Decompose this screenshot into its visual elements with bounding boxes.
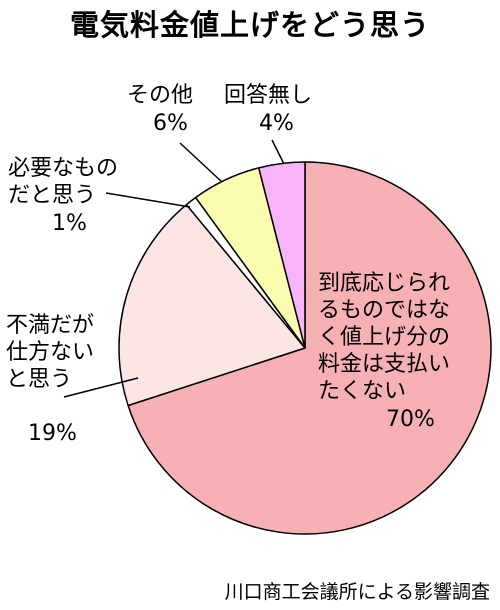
slice-not-pay: [127, 161, 492, 535]
slice-label-dissatisfied: 不満だが 仕方ない と思う: [6, 313, 95, 392]
slice-dissatisfied: [118, 203, 306, 407]
slice-no-answer: [257, 161, 306, 349]
leader-line-necessary: [105, 192, 191, 208]
slice-label-no-answer: 回答無し: [224, 83, 313, 108]
slice-label-necessary: 必要なもの だと思う: [8, 156, 119, 208]
source-note: 川口商工会議所による影響調査: [224, 581, 490, 603]
chart-title: 電気料金値上げをどう思う: [69, 8, 430, 42]
slice-value-not-pay: 70%: [386, 407, 435, 432]
slice-value-no-answer: 4%: [259, 111, 294, 136]
leader-line-other: [179, 142, 223, 183]
leader-line-dissatisfied: [63, 377, 139, 398]
slice-label-other: その他: [127, 83, 194, 108]
slice-value-necessary: 1%: [52, 211, 87, 236]
leader-line-no-answer: [271, 139, 285, 165]
slice-value-other: 6%: [153, 111, 188, 136]
slice-value-dissatisfied: 19%: [28, 421, 77, 446]
slice-label-not-pay: 到底応じられ るものではな く値上げ分の 料金は支払い たくない: [318, 271, 451, 404]
